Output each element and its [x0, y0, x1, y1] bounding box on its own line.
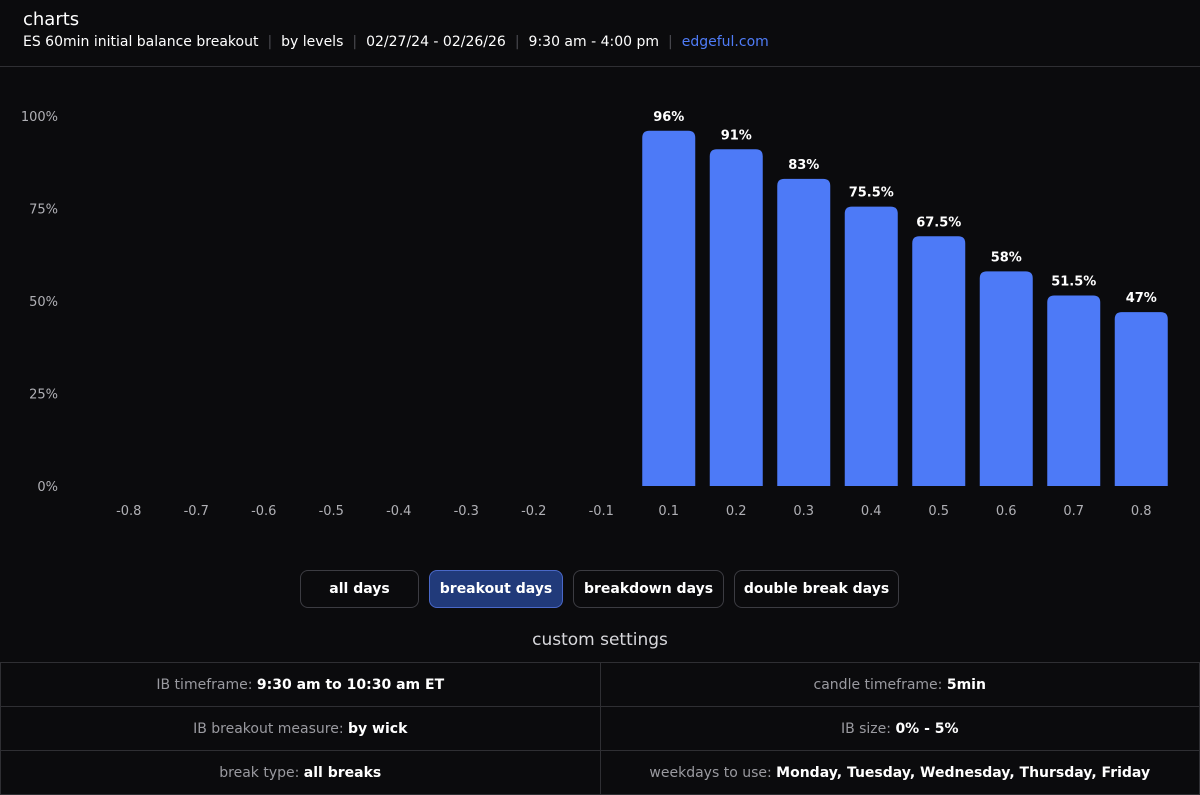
x-tick-label: -0.8 — [116, 504, 141, 519]
bar — [844, 206, 898, 486]
data-label: 47% — [1126, 291, 1157, 306]
x-tick-label: -0.3 — [454, 504, 479, 519]
y-tick-label: 0% — [37, 480, 58, 495]
tab-breakdown-days[interactable]: breakdown days — [573, 570, 724, 608]
setting-ib-breakout-measure: IB breakout measure: by wick — [0, 706, 601, 751]
x-tick-label: 0.8 — [1131, 504, 1152, 519]
setting-value: 0% - 5% — [895, 720, 959, 737]
setting-weekdays: weekdays to use: Monday, Tuesday, Wednes… — [599, 750, 1200, 795]
bar — [777, 178, 831, 486]
x-tick-label: -0.5 — [319, 504, 344, 519]
custom-settings-title: custom settings — [532, 630, 668, 650]
data-label: 67.5% — [916, 215, 961, 230]
setting-ib-timeframe: IB timeframe: 9:30 am to 10:30 am ET — [0, 662, 601, 707]
chart-subtitle: ES 60min initial balance breakout | by l… — [23, 34, 769, 50]
x-tick-label: 0.4 — [861, 504, 882, 519]
edgeful-link[interactable]: edgeful.com — [681, 34, 769, 50]
day-filter-tabs: all days breakout days breakdown days do… — [0, 570, 1200, 608]
x-tick-label: 0.3 — [793, 504, 814, 519]
separator: | — [352, 34, 358, 50]
setting-value: Monday, Tuesday, Wednesday, Thursday, Fr… — [776, 764, 1151, 781]
bar — [979, 271, 1033, 486]
setting-value: all breaks — [303, 764, 382, 781]
header: charts ES 60min initial balance breakout… — [0, 0, 1200, 67]
setting-value: 5min — [946, 676, 986, 693]
x-tick-label: 0.7 — [1063, 504, 1084, 519]
data-label: 91% — [721, 128, 752, 143]
y-tick-label: 25% — [29, 388, 58, 403]
tab-double-break-days[interactable]: double break days — [734, 570, 899, 608]
mode-label: by levels — [281, 34, 344, 50]
data-label: 83% — [788, 158, 819, 173]
x-tick-label: -0.2 — [521, 504, 546, 519]
data-label: 96% — [653, 110, 684, 125]
setting-value: by wick — [348, 720, 408, 737]
separator: | — [668, 34, 673, 50]
settings-table: IB timeframe: 9:30 am to 10:30 am ET can… — [0, 662, 1200, 795]
settings-row: break type: all breaks weekdays to use: … — [0, 750, 1200, 795]
x-tick-label: 0.5 — [928, 504, 949, 519]
study-name: ES 60min initial balance breakout — [23, 34, 259, 50]
setting-value: 9:30 am to 10:30 am ET — [256, 676, 445, 693]
x-tick-label: -0.7 — [184, 504, 209, 519]
bar — [709, 149, 763, 487]
setting-label: IB size: — [840, 720, 891, 737]
y-tick-label: 50% — [29, 295, 58, 310]
setting-ib-size: IB size: 0% - 5% — [599, 706, 1200, 751]
date-range: 02/27/24 - 02/26/26 — [366, 34, 506, 50]
data-label: 75.5% — [849, 186, 894, 201]
x-tick-label: 0.6 — [996, 504, 1017, 519]
bar — [1047, 295, 1101, 486]
y-tick-label: 100% — [21, 110, 58, 125]
x-tick-label: -0.6 — [251, 504, 276, 519]
setting-label: weekdays to use: — [649, 764, 772, 781]
setting-candle-timeframe: candle timeframe: 5min — [599, 662, 1200, 707]
x-tick-label: 0.2 — [726, 504, 747, 519]
settings-row: IB breakout measure: by wick IB size: 0%… — [0, 706, 1200, 751]
bar — [1114, 312, 1168, 486]
x-tick-label: -0.1 — [589, 504, 614, 519]
bar — [642, 130, 696, 487]
settings-row: IB timeframe: 9:30 am to 10:30 am ET can… — [0, 662, 1200, 707]
tab-breakout-days[interactable]: breakout days — [429, 570, 563, 608]
separator: | — [514, 34, 520, 50]
bar — [912, 236, 966, 486]
separator: | — [267, 34, 273, 50]
setting-label: IB breakout measure: — [193, 720, 344, 737]
y-tick-label: 75% — [29, 203, 58, 218]
bar-chart: 0% 25% 50% 75% 100% -0.8 -0.7 -0.6 -0.5 -0.4 -0.3 -… — [21, 110, 1168, 519]
setting-label: IB timeframe: — [156, 676, 253, 693]
x-tick-label: 0.1 — [658, 504, 679, 519]
setting-label: break type: — [219, 764, 300, 781]
data-label: 58% — [991, 250, 1022, 265]
session-hours: 9:30 am - 4:00 pm — [528, 34, 660, 50]
setting-break-type: break type: all breaks — [0, 750, 601, 795]
tab-all-days[interactable]: all days — [300, 570, 419, 608]
x-tick-label: -0.4 — [386, 504, 411, 519]
setting-label: candle timeframe: — [813, 676, 943, 693]
app-title: charts — [23, 9, 80, 30]
data-label: 51.5% — [1051, 274, 1096, 289]
